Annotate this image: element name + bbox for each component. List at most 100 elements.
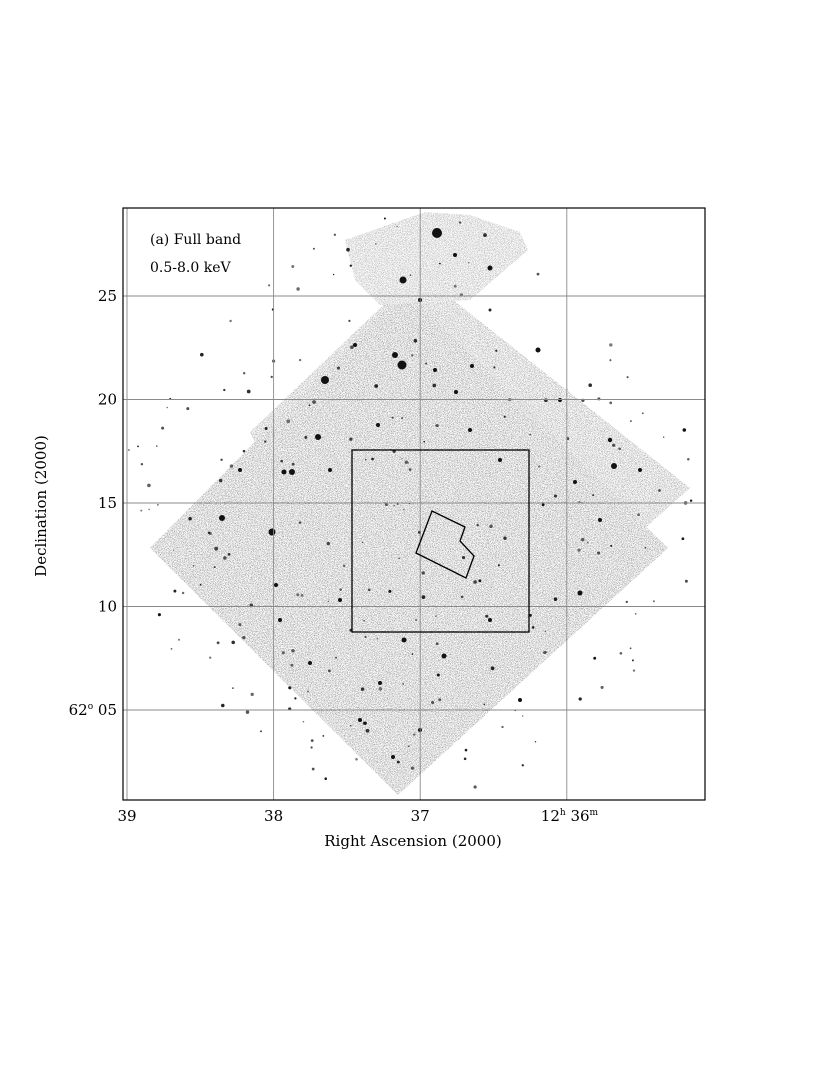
y-tick-labels: 25 20 15 10 62o 05 [69,287,117,719]
source-marker [573,480,577,484]
source-marker [268,528,276,536]
y-tick-label: 20 [98,391,117,409]
faint-source-marker [609,401,613,405]
faint-source-marker [219,478,223,483]
faint-source-marker [408,468,412,471]
faint-source-marker [476,523,479,527]
faint-source-marker [327,600,330,603]
faint-source-marker [612,443,616,447]
plot-frame [122,207,706,801]
faint-source-marker [438,698,442,702]
faint-source-marker [361,541,364,544]
faint-source-marker [243,372,246,375]
source-marker [399,276,407,284]
faint-source-marker [304,435,308,439]
source-marker [391,755,395,759]
faint-source-marker [580,537,585,542]
faint-source-marker [478,579,482,583]
faint-source-marker [246,389,251,394]
faint-source-marker [631,659,634,662]
source-marker [353,343,357,347]
faint-source-marker [637,513,640,517]
faint-source-marker [339,588,343,591]
faint-source-marker [401,417,404,420]
faint-source-marker [326,541,330,546]
faint-source-marker [157,613,161,617]
source-marker [638,468,642,472]
faint-source-marker [610,544,613,547]
faint-source-marker [242,449,246,453]
faint-source-marker [290,663,294,667]
x-tick-label: 39 [117,807,136,825]
faint-source-marker [360,687,365,691]
faint-source-marker [503,536,507,540]
source-marker [468,428,472,432]
survey-box [351,449,530,633]
faint-source-marker [402,683,405,685]
faint-source-marker [286,419,291,424]
faint-source-marker [464,748,468,752]
faint-source-marker [435,642,439,646]
faint-source-marker [534,741,537,743]
faint-source-marker [485,614,489,618]
faint-source-marker [592,494,595,497]
faint-source-marker [312,247,315,250]
faint-source-marker [291,462,295,466]
source-marker [518,698,522,702]
faint-source-marker [166,406,168,409]
faint-source-marker [170,648,173,650]
faint-source-marker [682,428,687,432]
faint-source-marker [634,613,637,615]
source-marker [397,360,407,370]
faint-source-marker [461,556,466,560]
faint-source-marker [641,412,644,415]
source-marker [281,469,287,475]
faint-source-marker [413,338,418,343]
faint-source-marker [310,746,313,749]
faint-source-marker [553,494,558,498]
source-marker [488,618,492,622]
faint-source-marker [681,537,685,541]
faint-source-marker [541,503,545,507]
faint-source-marker [384,503,388,507]
faint-source-marker [324,777,327,780]
source-marker [558,398,562,402]
faint-source-marker [342,564,346,568]
source-marker [392,352,398,358]
faint-source-marker [280,459,284,463]
faint-source-marker [536,272,540,276]
faint-source-marker [311,767,315,771]
faint-source-marker [348,319,351,322]
faint-source-marker [490,666,495,671]
faint-source-marker [192,565,195,567]
faint-source-marker [291,649,295,653]
faint-source-marker [208,531,212,536]
faint-source-marker [328,669,331,673]
faint-source-marker [161,426,165,430]
faint-source-marker [644,546,647,549]
faint-source-marker [658,489,661,492]
faint-source-marker [172,549,175,551]
faint-source-marker [393,504,395,507]
faint-source-marker [425,362,428,365]
source-marker [219,515,225,521]
faint-source-marker [346,247,350,252]
faint-source-marker [553,597,558,601]
faint-source-marker [300,594,304,597]
faint-source-marker [264,440,267,443]
faint-source-marker [375,243,377,245]
faint-source-marker [398,557,400,560]
exposure-tile-north [345,212,528,305]
source-marker [611,463,617,469]
faint-source-marker [364,459,367,461]
faint-source-marker [528,613,532,617]
faint-source-marker [213,566,216,569]
faint-source-marker [689,499,693,502]
faint-source-marker [355,758,358,761]
faint-source-marker [296,287,300,291]
exposure-tile-west [150,290,668,795]
faint-source-marker [626,376,629,379]
faint-source-marker [188,516,192,521]
source-marker [315,434,321,440]
faint-source-marker [378,687,383,691]
